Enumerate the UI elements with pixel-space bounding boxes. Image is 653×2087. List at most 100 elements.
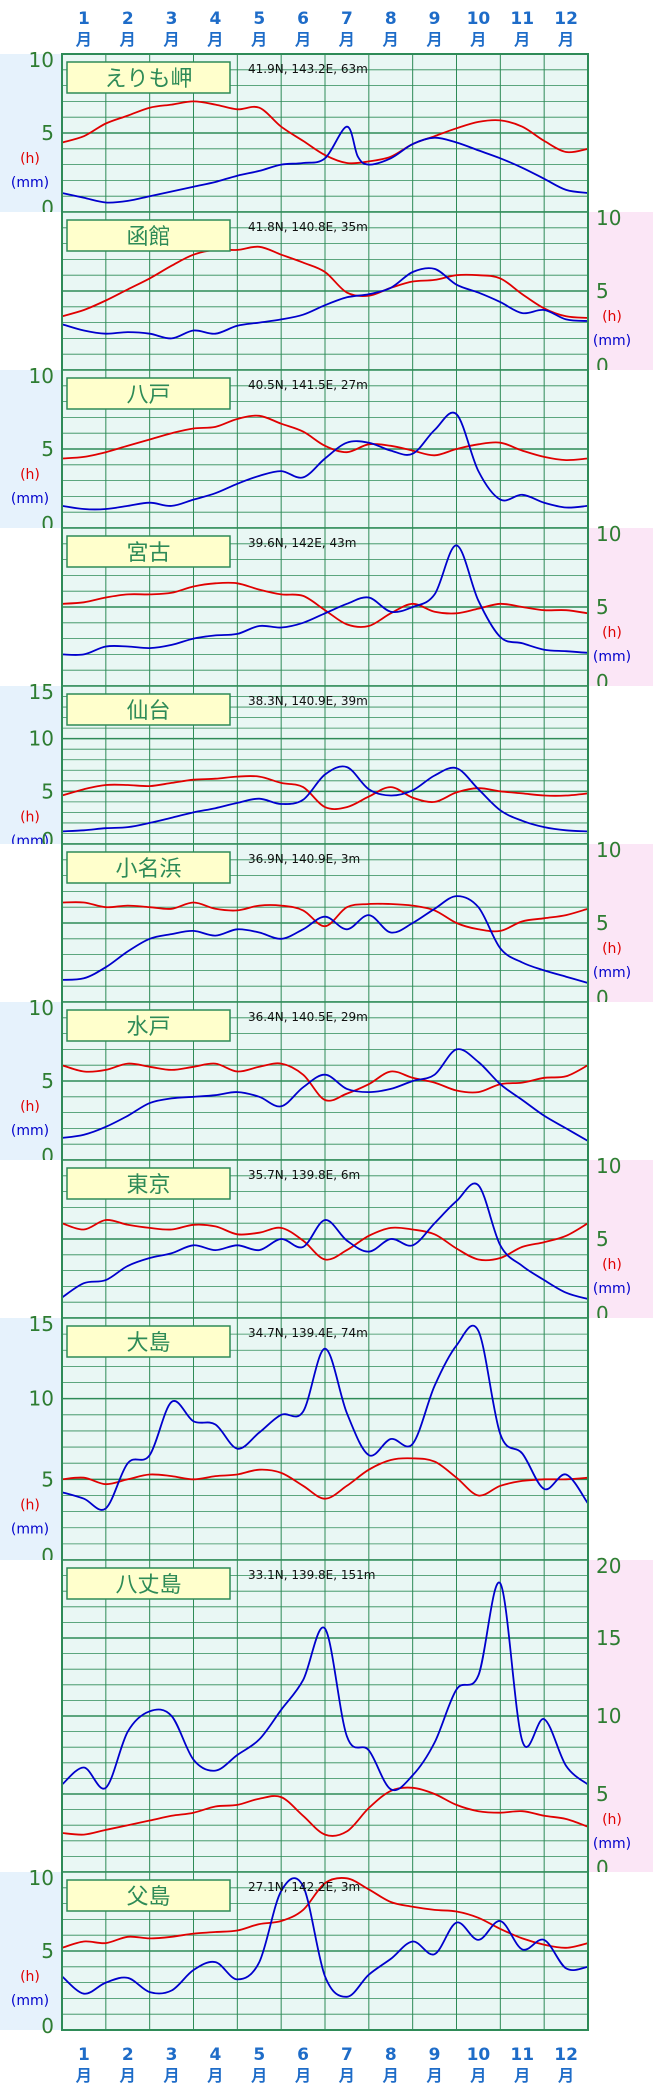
y-tick-label: 5: [596, 279, 609, 303]
y-tick-label: 5: [596, 595, 609, 619]
month-suffix-1: 月: [75, 2066, 92, 2085]
station-title-box: [66, 1567, 231, 1600]
station-title: 水戸: [126, 1015, 170, 1040]
month-suffix-9: 月: [426, 2066, 443, 2085]
hours-unit-label: (h): [602, 941, 622, 957]
month-suffix-7: 月: [338, 30, 355, 49]
left-axis-strip: [0, 844, 62, 1002]
station-coords: 36.9N, 140.9E, 3m: [248, 852, 360, 866]
sunshine-line: [61, 414, 589, 462]
left-axis-strip: [0, 370, 62, 528]
precip-line: [61, 895, 589, 984]
station-panel-11: 0 5 10 (h) (mm) 父島 27.1N, 142.2E, 3m: [0, 1866, 653, 2038]
month-label-12: 12: [554, 9, 578, 29]
precip-line: [61, 1182, 589, 1300]
month-label-5: 5: [253, 9, 265, 29]
month-label-10: 10: [467, 9, 491, 29]
month-suffix-9: 月: [426, 30, 443, 49]
station-title-box: [66, 377, 231, 410]
hours-unit-label: (h): [20, 1969, 40, 1985]
y-tick-label: 5: [596, 1782, 609, 1806]
station-title: 大島: [126, 1331, 170, 1356]
station-title: 宮古: [126, 541, 170, 566]
station-title-box: [66, 1325, 231, 1358]
y-tick-label: 10: [29, 1866, 54, 1890]
month-label-2: 2: [122, 9, 134, 29]
sunshine-line: [61, 581, 589, 628]
station-coords: 27.1N, 142.2E, 3m: [248, 1880, 360, 1894]
precip-unit-label: (mm): [11, 175, 49, 191]
right-axis-strip: [588, 686, 653, 844]
right-axis-strip: [588, 1160, 653, 1318]
y-tick-label: 10: [29, 996, 54, 1020]
month-suffix-5: 月: [250, 2066, 267, 2085]
left-axis-strip: [0, 1002, 62, 1160]
y-tick-label: 10: [596, 522, 621, 546]
station-title: 八丈島: [115, 1573, 181, 1598]
station-title-box: [66, 693, 231, 726]
sunshine-line: [61, 1219, 589, 1262]
station-coords: 35.7N, 139.8E, 6m: [248, 1168, 360, 1182]
station-title-box: [66, 535, 231, 568]
hours-unit-label: (h): [20, 1497, 40, 1513]
left-axis-strip: [0, 1318, 62, 1560]
y-tick-label: 5: [41, 1467, 54, 1491]
station-title-box: [66, 1009, 231, 1042]
left-axis-strip: [0, 1872, 62, 2030]
month-suffix-6: 月: [294, 2066, 311, 2085]
hours-unit-label: (h): [602, 1257, 622, 1273]
y-tick-label: 15: [29, 1312, 54, 1336]
station-title: 函館: [126, 225, 170, 250]
month-suffix-4: 月: [206, 30, 223, 49]
month-label-12: 12: [554, 2045, 578, 2065]
station-coords: 33.1N, 139.8E, 151m: [248, 1568, 375, 1582]
hours-unit-label: (h): [602, 625, 622, 641]
precip-unit-label: (mm): [11, 491, 49, 507]
precip-line: [61, 267, 589, 340]
left-axis-strip: [0, 1560, 62, 1872]
right-axis-strip: [588, 1872, 653, 2030]
y-tick-label: 5: [596, 1227, 609, 1251]
station-title: 仙台: [126, 699, 170, 724]
month-suffix-11: 月: [513, 2066, 530, 2085]
station-coords: 36.4N, 140.5E, 29m: [248, 1010, 368, 1024]
month-suffix-11: 月: [513, 30, 530, 49]
month-label-1: 1: [78, 2045, 90, 2065]
month-suffix-10: 月: [469, 2066, 486, 2085]
y-tick-label: 5: [41, 121, 54, 145]
right-axis-strip: [588, 1560, 653, 1872]
station-title-box: [66, 219, 231, 252]
y-tick-label: 10: [596, 1154, 621, 1178]
month-suffix-3: 月: [163, 30, 180, 49]
precip-unit-label: (mm): [11, 1521, 49, 1537]
right-axis-strip: [588, 1318, 653, 1560]
precip-unit-label: (mm): [593, 333, 631, 349]
month-label-9: 9: [429, 9, 441, 29]
left-axis-strip: [0, 686, 62, 844]
plot-frame: [61, 53, 589, 2031]
right-axis-strip: [588, 54, 653, 212]
month-suffix-8: 月: [382, 30, 399, 49]
month-label-6: 6: [297, 9, 309, 29]
y-tick-label: 5: [596, 911, 609, 935]
precip-line: [61, 765, 589, 833]
month-suffix-6: 月: [294, 30, 311, 49]
y-tick-label: 20: [596, 1554, 621, 1578]
month-suffix-5: 月: [250, 30, 267, 49]
left-axis-strip: [0, 1160, 62, 1318]
month-label-7: 7: [341, 9, 353, 29]
sunshine-line: [61, 775, 589, 810]
hours-unit-label: (h): [20, 809, 40, 825]
y-tick-label: 5: [41, 779, 54, 803]
